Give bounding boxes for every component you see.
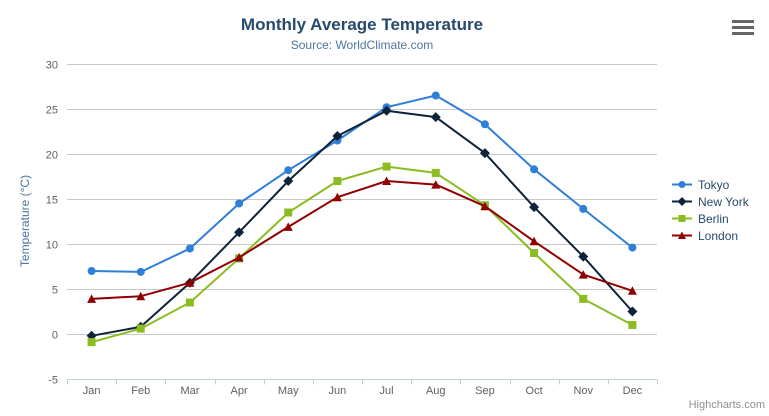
menu-bar: [732, 32, 754, 35]
legend-label: New York: [698, 194, 749, 209]
data-point-berlin[interactable]: [530, 249, 539, 257]
data-point-london[interactable]: [332, 192, 342, 202]
x-axis-tick-label: May: [278, 385, 299, 397]
data-point-london[interactable]: [185, 278, 195, 287]
x-axis-tick-label: Dec: [623, 385, 643, 397]
series-line-london[interactable]: [90, 180, 634, 300]
x-axis: Jan Feb Mar Apr May Jun Jul Aug Sep Oct Nov Dec: [67, 379, 658, 397]
legend-item-new-york[interactable]: New York: [671, 193, 749, 210]
y-axis-tick-label: 20: [46, 150, 58, 162]
menu-bar: [732, 20, 754, 23]
data-point-tokyo[interactable]: [136, 267, 145, 276]
series-line-berlin[interactable]: [90, 165, 634, 344]
data-point-tokyo[interactable]: [284, 166, 293, 175]
data-point-london[interactable]: [529, 236, 539, 246]
x-axis-tick-label: Jan: [83, 385, 101, 397]
legend-label: Tokyo: [698, 177, 730, 192]
series-line-tokyo[interactable]: [90, 94, 634, 273]
data-point-new-york[interactable]: [479, 148, 490, 159]
data-point-london[interactable]: [382, 176, 392, 186]
data-point-london[interactable]: [283, 222, 293, 231]
data-point-tokyo[interactable]: [431, 91, 440, 100]
data-point-berlin[interactable]: [333, 177, 342, 185]
data-point-new-york[interactable]: [332, 131, 343, 141]
data-point-tokyo[interactable]: [480, 120, 489, 129]
circle-marker-icon: [672, 181, 692, 188]
triangle-marker-glyph: [678, 231, 686, 239]
legend-label: Berlin: [698, 211, 729, 226]
data-point-london[interactable]: [480, 201, 490, 211]
legend-item-berlin[interactable]: Berlin: [671, 210, 749, 227]
y-gridlines: -5 0 5 10 15 20 25 30: [46, 60, 657, 387]
data-point-london[interactable]: [234, 253, 244, 262]
data-point-london[interactable]: [136, 291, 146, 301]
series-line-new-york[interactable]: [90, 109, 634, 337]
menu-bar: [732, 26, 754, 29]
highcharts-credit-link[interactable]: Highcharts.com: [688, 399, 765, 411]
y-axis-tick-label: 10: [46, 240, 58, 252]
x-axis-tick-label: Jul: [380, 385, 394, 397]
series-tokyo[interactable]: [87, 91, 637, 276]
data-point-berlin[interactable]: [579, 294, 588, 303]
y-axis-tick-label: 15: [46, 195, 58, 207]
y-axis-tick-label: 5: [52, 285, 58, 297]
y-axis-tick-label: 30: [46, 60, 58, 72]
chart-title: Monthly Average Temperature: [240, 15, 484, 34]
series-new-york[interactable]: [86, 105, 638, 341]
data-point-london[interactable]: [578, 270, 588, 279]
data-point-new-york[interactable]: [627, 306, 638, 317]
y-axis-tick-label: 25: [46, 105, 58, 117]
data-point-new-york[interactable]: [578, 251, 589, 262]
data-point-tokyo[interactable]: [235, 199, 244, 208]
x-axis-tick-label: Apr: [231, 385, 248, 397]
hamburger-menu-icon[interactable]: [732, 20, 754, 36]
data-point-berlin[interactable]: [284, 208, 293, 217]
series-london[interactable]: [87, 176, 637, 303]
data-point-tokyo[interactable]: [87, 267, 96, 275]
data-point-berlin[interactable]: [136, 324, 145, 333]
data-point-tokyo[interactable]: [579, 204, 588, 213]
data-point-london[interactable]: [87, 294, 97, 303]
legend: Tokyo New York Berlin London: [671, 176, 749, 244]
square-marker-icon: [672, 215, 692, 222]
data-point-new-york[interactable]: [234, 227, 245, 238]
y-axis-tick-label: 0: [52, 330, 58, 342]
data-point-london[interactable]: [627, 286, 637, 295]
square-marker-glyph: [678, 215, 686, 222]
circle-marker-glyph: [678, 181, 686, 188]
x-axis-tick-label: Aug: [426, 385, 446, 397]
legend-item-tokyo[interactable]: Tokyo: [671, 176, 749, 193]
data-point-new-york[interactable]: [430, 112, 441, 123]
x-axis-tick-label: Feb: [131, 385, 150, 397]
data-point-new-york[interactable]: [529, 202, 540, 213]
chart-subtitle: Source: WorldClimate.com: [290, 38, 434, 52]
diamond-marker-icon: [672, 197, 692, 206]
x-axis-tick-label: Nov: [573, 385, 593, 397]
data-point-new-york[interactable]: [381, 105, 392, 116]
x-axis-tick-label: Sep: [475, 385, 495, 397]
data-point-tokyo[interactable]: [628, 243, 637, 252]
y-axis-tick-label: -5: [48, 375, 58, 387]
data-point-new-york[interactable]: [283, 176, 294, 186]
data-point-berlin[interactable]: [431, 168, 440, 177]
legend-item-london[interactable]: London: [671, 227, 749, 244]
triangle-marker-icon: [672, 231, 692, 239]
data-point-berlin[interactable]: [185, 298, 194, 307]
data-point-london[interactable]: [431, 180, 441, 189]
data-point-berlin[interactable]: [87, 338, 96, 347]
x-axis-tick-label: Jun: [329, 385, 347, 397]
x-axis-tick-label: Mar: [180, 385, 199, 397]
data-point-berlin[interactable]: [628, 321, 637, 329]
diamond-marker-glyph: [677, 197, 687, 206]
data-point-tokyo[interactable]: [530, 165, 539, 174]
data-point-berlin[interactable]: [382, 162, 391, 171]
data-point-tokyo[interactable]: [185, 244, 194, 253]
legend-label: London: [698, 228, 739, 243]
x-axis-tick-label: Oct: [526, 385, 543, 397]
